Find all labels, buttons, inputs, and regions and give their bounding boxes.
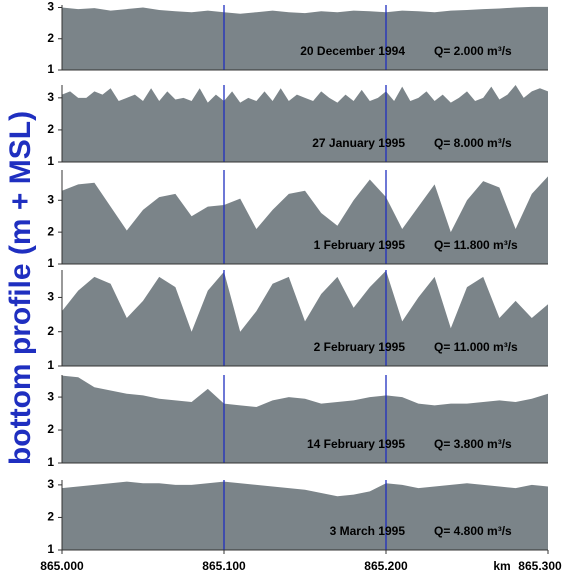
discharge-label: Q= 11.000 m³/s [434,340,518,354]
profile-area [62,85,548,162]
y-tick-label: 3 [47,0,54,14]
x-tick-label: 865.000 [40,559,84,573]
y-tick-label: 1 [47,256,54,270]
profile-area [62,375,548,463]
y-tick-label: 3 [47,477,54,491]
date-label: 20 December 1994 [300,44,405,58]
y-tick-label: 3 [47,290,54,304]
y-tick-label: 2 [47,224,54,238]
date-label: 27 January 1995 [312,136,405,150]
y-tick-label: 3 [47,389,54,403]
discharge-label: Q= 2.000 m³/s [434,44,512,58]
y-tick-label: 2 [47,122,54,136]
y-axis-label: bottom profile (m + MSL) [4,111,37,465]
y-tick-label: 1 [47,542,54,556]
profile-area [62,270,548,366]
x-axis-label: km [493,559,510,573]
y-tick-label: 3 [47,192,54,206]
discharge-label: Q= 4.800 m³/s [434,524,512,538]
y-tick-label: 1 [47,358,54,372]
x-tick-label: 865.200 [364,559,408,573]
profile-area [62,176,548,264]
y-tick-label: 1 [47,154,54,168]
profile-area [62,6,548,70]
discharge-label: Q= 11.800 m³/s [434,238,518,252]
y-tick-label: 2 [47,324,54,338]
discharge-label: Q= 3.800 m³/s [434,437,512,451]
x-tick-label: 865.100 [202,559,246,573]
y-tick-label: 1 [47,455,54,469]
date-label: 2 February 1995 [314,340,406,354]
y-tick-label: 1 [47,62,54,76]
date-label: 1 February 1995 [314,238,406,252]
x-tick-label: 865.300 [518,559,562,573]
y-tick-label: 2 [47,31,54,45]
profile-area [62,481,548,550]
y-tick-label: 2 [47,422,54,436]
y-tick-label: 3 [47,90,54,104]
y-tick-label: 2 [47,510,54,524]
date-label: 14 February 1995 [307,437,405,451]
discharge-label: Q= 8.000 m³/s [434,136,512,150]
date-label: 3 March 1995 [330,524,406,538]
